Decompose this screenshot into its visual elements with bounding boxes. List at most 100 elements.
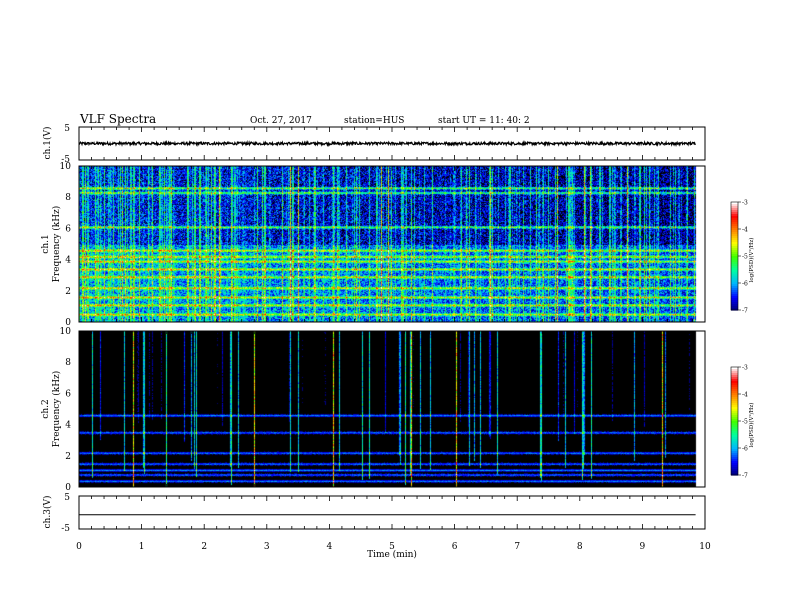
ch1-spectrogram-ytick-label: 10 [60,162,72,172]
ch2-colorbar-segment [731,387,738,390]
time-axis-tick-label: 7 [514,542,520,552]
ch3-waveform-ylabel: ch.3(V) [42,496,53,529]
figure-station: station=HUS [344,116,404,126]
ch2-colorbar-segment [731,425,738,428]
ch1-waveform-ticks [78,127,706,160]
ch3-waveform-ytick-bottom: -5 [61,524,70,534]
ch2-colorbar-tick-label: -6 [742,446,748,453]
ch2-colorbar-segment [731,421,738,424]
ch1-colorbar-segment [731,244,738,247]
ch2-spectrogram-channel-label: ch.2 [41,399,51,418]
ch1-colorbar-segment [731,294,738,297]
ch2-colorbar-segment [731,435,738,438]
ch1-colorbar-tick-label: -5 [742,254,748,261]
ch1-spectrogram-image [79,166,705,322]
ch2-colorbar-segment [731,465,738,468]
ch2-colorbar-tick-label: -4 [742,392,748,399]
ch1-colorbar-tick-label: -7 [742,308,748,315]
ch2-colorbar-segment [731,431,738,434]
ch1-colorbar-segment [731,226,738,229]
time-axis-label: Time (min) [367,549,417,560]
ch1-colorbar-segment [731,224,738,227]
ch2-colorbar-segment [731,369,738,372]
ch2-colorbar-segment [731,449,738,452]
ch1-spectrogram-channel-label: ch.1 [41,234,51,253]
ch2-colorbar-segment [731,443,738,446]
ch2-colorbar-segment [731,461,738,464]
ch1-spectrogram-ytick-label: 6 [65,224,71,234]
ch1-colorbar-segment [731,290,738,293]
ch1-colorbar-label: log(PSD)(V²/Hz) [748,238,755,283]
ch1-colorbar-segment [731,272,738,275]
ch3-waveform-ticks [78,496,706,529]
ch2-colorbar-segment [731,373,738,376]
ch2-colorbar-tick-label: -5 [742,419,748,426]
ch2-colorbar-segment [731,381,738,384]
ch1-spectrogram-ytick-label: 4 [65,256,71,266]
ch1-colorbar-segment [731,304,738,307]
ch2-spectrogram-ytick-label: 0 [65,483,71,493]
ch2-colorbar-segment [731,383,738,386]
ch1-colorbar-segment [731,248,738,251]
ch1-waveform-ytick-top: 5 [64,124,70,134]
ch1-colorbar-segment [731,266,738,269]
ch2-colorbar-segment [731,367,738,370]
ch1-colorbar-segment [731,208,738,211]
time-axis-tick-label: 5 [389,542,395,552]
ch2-colorbar-segment [731,411,738,414]
time-axis-tick-label: 0 [76,542,82,552]
ch2-colorbar-segment [731,419,738,422]
ch1-colorbar-segment [731,308,738,311]
ch2-spectrogram-panel: ch.2 Frequency (kHz) 0 2 4 6 8 10 -3 -4 -5 -6 -7 l… [41,327,755,493]
ch2-spectrogram-ytick-label: 2 [65,452,71,462]
ch2-colorbar-segment [731,451,738,454]
ch2-colorbar-segment [731,393,738,396]
ch1-colorbar-tick-label: -6 [742,281,748,288]
ch2-colorbar-segment [731,433,738,436]
ch1-colorbar-segment [731,242,738,245]
time-axis-tick-label: 2 [201,542,207,552]
ch2-colorbar-segment [731,399,738,402]
ch2-colorbar-segment [731,417,738,420]
ch2-spectrogram-image [79,331,705,487]
ch1-colorbar-tick-label: -4 [742,227,748,234]
ch2-colorbar-segment [731,445,738,448]
ch1-colorbar-segment [731,276,738,279]
ch1-colorbar-segment [731,222,738,225]
ch1-colorbar-segment [731,258,738,261]
ch2-colorbar-segment [731,401,738,404]
ch2-colorbar-segment [731,455,738,458]
ch1-colorbar-segment [731,274,738,277]
ch2-colorbar-segment [731,405,738,408]
ch2-spectrogram-ylabel-line2: Frequency (kHz) [51,371,62,448]
ch1-colorbar-segment [731,296,738,299]
ch1-colorbar-segment [731,302,738,305]
ch2-colorbar-segment [731,397,738,400]
ch2-spectrogram-frequency-label: Frequency (kHz) [51,371,62,448]
ch1-spectrogram-ylabel-line2: Frequency (kHz) [51,206,62,283]
ch1-colorbar-segment [731,282,738,285]
ch1-colorbar-segment [731,204,738,207]
ch2-colorbar-segment [731,463,738,466]
time-axis-tick-label: 1 [139,542,145,552]
ch2-colorbar-segment [731,473,738,476]
ch1-colorbar-segment [731,264,738,267]
ch1-colorbar-segment [731,232,738,235]
ch2-colorbar-segment [731,371,738,374]
ch1-colorbar-segment [731,228,738,231]
ch2-colorbar-segment [731,413,738,416]
ch1-colorbar-segment [731,218,738,221]
ch1-colorbar-tick-label: -3 [742,200,748,207]
ch3-waveform-ytick-top: 5 [64,493,70,503]
ch1-colorbar-segment [731,206,738,209]
ch2-colorbar-segment [731,441,738,444]
ch2-spectrogram-ytick-label: 8 [65,358,71,368]
ch1-colorbar-segment [731,236,738,239]
ch2-colorbar-segment [731,427,738,430]
ch2-colorbar-segment [731,385,738,388]
ch1-colorbar-segment [731,220,738,223]
figure-date: Oct. 27, 2017 [250,116,312,126]
ch1-spectrogram-ytick-label: 8 [65,193,71,203]
ch1-colorbar-segment [731,254,738,257]
